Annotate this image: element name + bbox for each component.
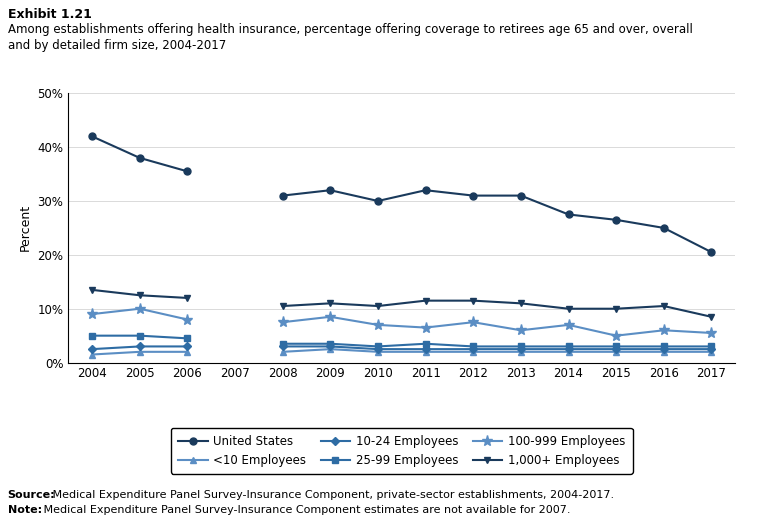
United States xyxy=(183,168,192,175)
Line: 10-24 Employees: 10-24 Employees xyxy=(89,343,190,352)
25-99 Employees xyxy=(183,335,192,341)
Text: Exhibit 1.21: Exhibit 1.21 xyxy=(8,8,92,21)
100-999 Employees xyxy=(87,311,96,317)
<10 Employees xyxy=(135,349,144,355)
United States xyxy=(135,155,144,161)
100-999 Employees xyxy=(135,306,144,312)
<10 Employees xyxy=(87,351,96,357)
Y-axis label: Percent: Percent xyxy=(19,205,32,251)
25-99 Employees xyxy=(135,333,144,339)
Text: Medical Expenditure Panel Survey-Insurance Component, private-sector establishme: Medical Expenditure Panel Survey-Insuran… xyxy=(49,490,615,499)
Legend: United States, <10 Employees, 10-24 Employees, 25-99 Employees, 100-999 Employee: United States, <10 Employees, 10-24 Empl… xyxy=(171,428,633,474)
1,000+ Employees xyxy=(87,287,96,293)
10-24 Employees xyxy=(87,346,96,352)
10-24 Employees xyxy=(135,343,144,350)
1,000+ Employees xyxy=(135,292,144,298)
10-24 Employees xyxy=(183,343,192,350)
<10 Employees xyxy=(183,349,192,355)
Line: United States: United States xyxy=(89,133,191,175)
Text: Note:: Note: xyxy=(8,505,42,515)
Line: 100-999 Employees: 100-999 Employees xyxy=(86,303,193,325)
Text: and by detailed firm size, 2004-2017: and by detailed firm size, 2004-2017 xyxy=(8,39,226,52)
25-99 Employees xyxy=(87,333,96,339)
100-999 Employees xyxy=(183,316,192,323)
Line: 25-99 Employees: 25-99 Employees xyxy=(89,332,191,342)
Text: Among establishments offering health insurance, percentage offering coverage to : Among establishments offering health ins… xyxy=(8,23,693,36)
1,000+ Employees xyxy=(183,295,192,301)
Text: Medical Expenditure Panel Survey-Insurance Component estimates are not available: Medical Expenditure Panel Survey-Insuran… xyxy=(40,505,571,515)
Line: 1,000+ Employees: 1,000+ Employees xyxy=(89,286,191,301)
Text: Source:: Source: xyxy=(8,490,55,499)
United States xyxy=(87,133,96,139)
Line: <10 Employees: <10 Employees xyxy=(89,348,191,358)
